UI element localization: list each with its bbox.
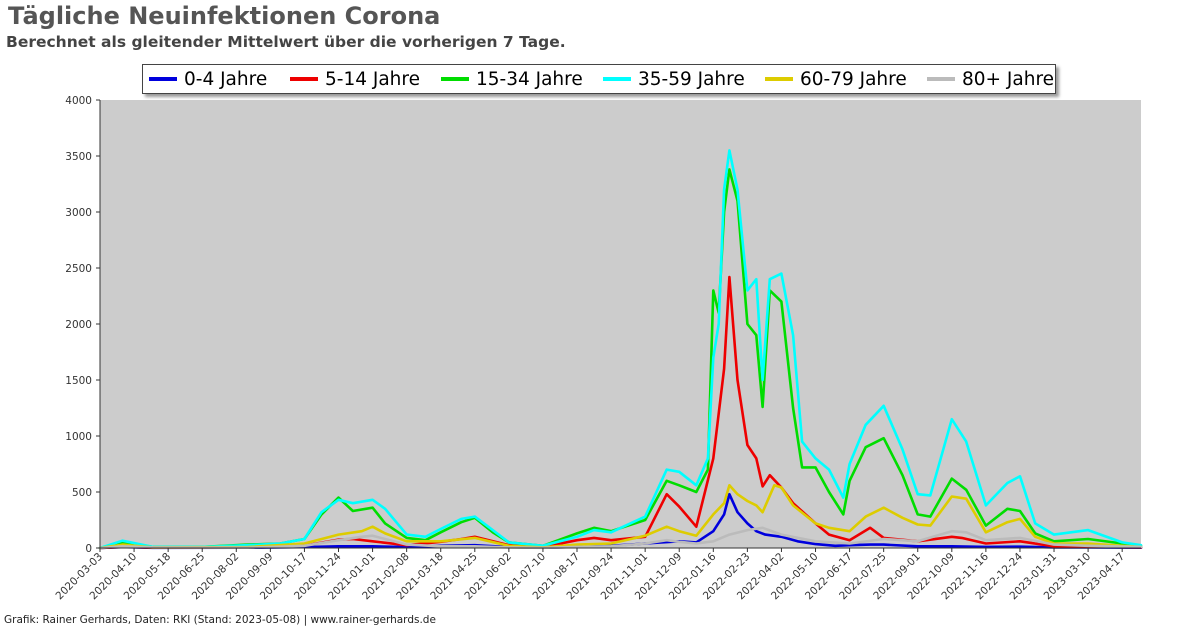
y-tick-label-6: 3000 [65,207,92,219]
series-line-4 [98,483,1143,550]
chart-title: Tägliche Neuinfektionen Corona [8,2,441,30]
legend-label-80plus: 80+ Jahre [962,68,1055,90]
y-tick-label-2: 1000 [65,431,92,443]
series-line-5 [98,526,1143,550]
legend-label-5-14: 5-14 Jahre [325,68,420,90]
legend-swatch-0-4 [149,77,177,81]
legend-swatch-15-34 [441,77,469,81]
series-line-3 [98,149,1143,550]
legend-item-80plus: 80+ Jahre [927,65,1054,93]
chart-subtitle: Berechnet als gleitender Mittelwert über… [6,33,566,51]
legend-item-35-59: 35-59 Jahre [603,65,745,93]
legend-label-35-59: 35-59 Jahre [638,68,745,90]
legend-swatch-5-14 [290,77,318,81]
legend-label-15-34: 15-34 Jahre [476,68,583,90]
legend-label-0-4: 0-4 Jahre [184,68,268,90]
y-tick-label-3: 1500 [65,375,92,387]
legend-swatch-60-79 [765,77,793,81]
legend-item-5-14: 5-14 Jahre [290,65,420,93]
plot-area [100,100,1141,548]
y-tick-label-7: 3500 [65,151,92,163]
legend-item-60-79: 60-79 Jahre [765,65,907,93]
y-tick-label-8: 4000 [65,95,92,107]
chart-footer: Grafik: Rainer Gerhards, Daten: RKI (Sta… [4,614,436,626]
series-line-0 [98,492,1143,550]
y-tick-label-5: 2500 [65,263,92,275]
legend-swatch-35-59 [603,77,631,81]
y-tick-label-4: 2000 [65,319,92,331]
legend-item-0-4: 0-4 Jahre [149,65,267,93]
y-tick-label-1: 500 [72,487,92,499]
legend-label-60-79: 60-79 Jahre [800,68,907,90]
legend-swatch-80plus [927,77,955,81]
legend-item-15-34: 15-34 Jahre [441,65,583,93]
chart-legend: 0-4 Jahre 5-14 Jahre 15-34 Jahre 35-59 J… [142,64,1056,94]
y-tick-label-0: 0 [85,543,92,555]
